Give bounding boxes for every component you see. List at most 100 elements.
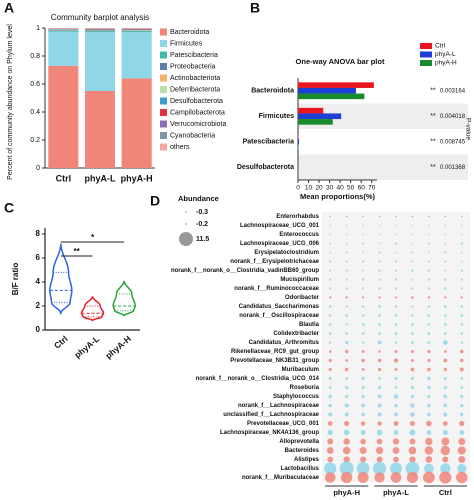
bubble (394, 376, 398, 381)
legend-swatch (160, 51, 167, 59)
bubble (427, 260, 430, 263)
legend-bubble (185, 223, 187, 225)
bubble (443, 403, 448, 408)
bar (298, 133, 299, 139)
legend-swatch (160, 97, 167, 105)
bubble (411, 287, 414, 290)
legend-label: Actinobacteriota (170, 75, 220, 82)
bubble (361, 394, 365, 399)
legend-swatch (160, 74, 167, 82)
bubble (392, 438, 400, 445)
bubble (409, 456, 416, 463)
y-tick-label: 0.6 (30, 81, 40, 88)
bubble (394, 260, 398, 263)
bar-segment (84, 28, 116, 29)
x-tick-label: phyA-L (72, 334, 101, 360)
legend-swatch (160, 109, 167, 116)
bubble (377, 394, 382, 399)
legend-label: phyA-H (435, 60, 457, 67)
bubble (345, 251, 348, 254)
significance-stars: ** (430, 164, 436, 171)
violin-body (49, 243, 73, 316)
bubble (410, 349, 414, 354)
bubble (460, 358, 464, 363)
row-label: Erysipelatoclostridium (254, 250, 319, 256)
legend-label: Ctrl (435, 43, 446, 50)
bubble (328, 412, 333, 417)
bar (298, 144, 299, 151)
bubble (345, 224, 348, 227)
legend-label: Proteobacteria (170, 63, 216, 70)
bubble (327, 429, 333, 436)
bubble (427, 269, 431, 272)
row-label: Candidatus_Arthromitus (249, 340, 320, 346)
bubble (394, 403, 398, 408)
panel-letter: D (150, 193, 160, 209)
bubble (460, 412, 464, 417)
legend-label: Firmicutes (170, 40, 203, 47)
bubble (361, 376, 365, 381)
bubble (329, 260, 332, 263)
bubble (326, 447, 334, 454)
bubble (329, 278, 332, 281)
x-tick-label: 0 (296, 185, 300, 192)
bubble (394, 278, 398, 281)
bubble (344, 403, 349, 408)
bubble (427, 287, 431, 290)
bubble (361, 341, 365, 344)
bubble (378, 296, 381, 299)
bubble (444, 314, 447, 317)
bubble (460, 224, 463, 227)
bubble (394, 314, 398, 317)
bubble (378, 314, 381, 317)
legend-swatch (160, 120, 167, 128)
bubble (411, 296, 414, 299)
bubble (460, 242, 463, 245)
legend-swatch (160, 143, 167, 151)
row-label: Lachnospiraceae_NK4A136_group (220, 430, 319, 436)
bubble (361, 350, 365, 353)
bubble (410, 403, 415, 408)
bubble (460, 386, 464, 389)
y-tick-label: Bacteroidota (251, 88, 294, 95)
row-label: Muribaculum (282, 367, 319, 373)
bubble (328, 358, 332, 363)
bubble (328, 367, 332, 372)
bubble (443, 394, 448, 399)
row-label: Rikenellaceae_RC9_gut_group (231, 349, 319, 355)
bubble (328, 394, 332, 399)
bubble (427, 358, 431, 363)
bar (298, 107, 324, 114)
plot-background (322, 212, 470, 482)
bubble (362, 242, 365, 245)
bubble (444, 350, 447, 353)
bubble (376, 438, 383, 445)
bubble (428, 251, 430, 254)
legend-swatch (160, 28, 167, 36)
bubble (344, 349, 349, 354)
bubble (443, 385, 447, 390)
row-label: Prevotellaceae_NK3B31_group (230, 358, 319, 364)
bar-segment (121, 28, 152, 29)
row-label: Enterorhabdus (276, 214, 319, 220)
bubble (426, 420, 432, 427)
row-label: Alloprevotella (279, 439, 319, 445)
bubble (443, 377, 447, 380)
bubble (460, 251, 463, 254)
bubble (362, 260, 365, 263)
x-tick-label: 10 (305, 185, 313, 192)
bar-segment (84, 29, 116, 30)
y-tick-label: 8 (36, 229, 41, 238)
legend-label: 11.5 (196, 236, 209, 243)
row-label: Lactobacillus (281, 466, 320, 472)
y-tick-label: 0.2 (30, 137, 40, 144)
y-tick-label: 1 (36, 25, 40, 32)
bubble (361, 368, 365, 371)
bubble (345, 314, 348, 317)
x-tick-label: 30 (326, 185, 334, 192)
bubble (393, 358, 399, 363)
bubble (394, 269, 398, 272)
chart-title: Community barplot analysis (51, 13, 149, 22)
bubble (329, 296, 332, 299)
bubble (378, 278, 381, 281)
